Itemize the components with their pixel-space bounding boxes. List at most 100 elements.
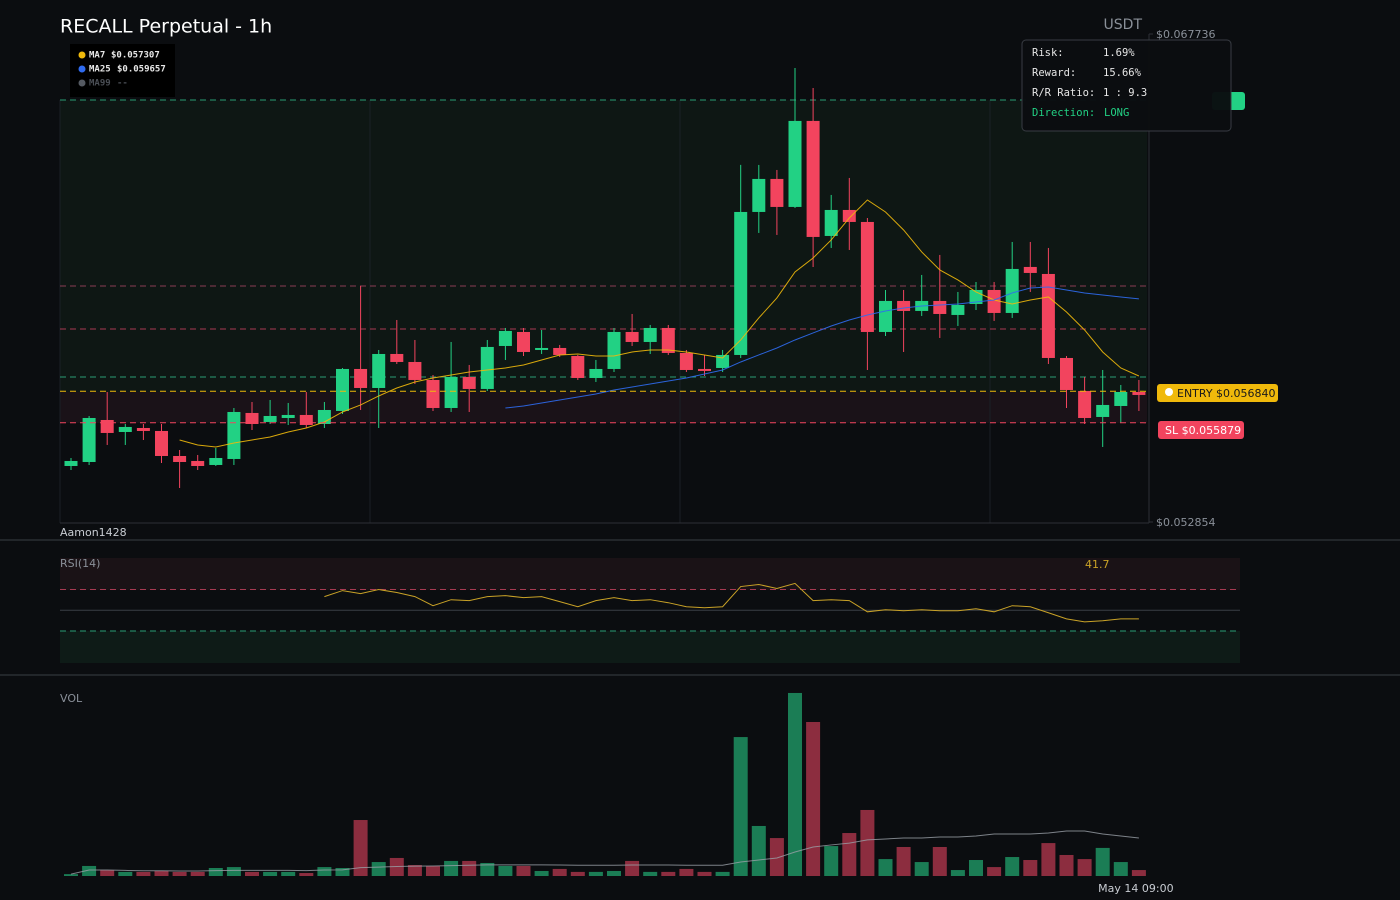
candle-body [607, 331, 621, 369]
candle-body [553, 347, 567, 355]
volume-bar [570, 871, 585, 876]
volume-bar [208, 868, 223, 876]
candle-body [191, 460, 205, 466]
volume-bar [245, 871, 259, 876]
candle-body [770, 178, 784, 207]
vol-title: VOL [60, 692, 83, 705]
volume-bar [444, 860, 459, 876]
candle-body [136, 427, 150, 431]
volume-bar [679, 868, 694, 876]
volume-bar [516, 865, 531, 876]
candle-body [263, 415, 277, 422]
candle-body [1078, 390, 1092, 418]
reward-zone [60, 100, 1147, 392]
tooltip-value: 1 : 9.3 [1103, 87, 1147, 99]
candle-body [535, 347, 549, 350]
volume-bar [407, 865, 422, 876]
candle-body [806, 120, 820, 237]
candle-body [643, 327, 657, 342]
candle-body [209, 457, 223, 465]
volume-bar [552, 868, 567, 876]
volume-bar [987, 867, 1002, 876]
volume-bar [1077, 859, 1092, 876]
volume-bar [317, 867, 332, 876]
legend-dot [78, 65, 86, 73]
levels [60, 99, 1147, 378]
volume-bar [1131, 870, 1146, 876]
volume-bar [353, 820, 368, 876]
candle-body [698, 368, 711, 371]
candle-body [1096, 404, 1110, 417]
candle-body [462, 376, 476, 389]
volume-ma-line [70, 830, 1139, 875]
legend-dot [78, 79, 86, 87]
volume-bar [715, 871, 730, 876]
volume-bar [896, 846, 911, 876]
candle-body [1114, 391, 1128, 406]
candle-body [1060, 357, 1073, 390]
unit-label: USDT [1104, 17, 1143, 33]
tooltip-label: Direction: [1032, 107, 1095, 119]
candle-body [1041, 273, 1055, 358]
candle-body [879, 300, 892, 332]
volume-bar [860, 809, 875, 876]
candle-body [571, 355, 585, 378]
volume-bar [462, 860, 477, 876]
legend-value: $0.059657 [117, 65, 166, 75]
candle-body [64, 460, 78, 466]
legend-value: $0.057307 [111, 51, 160, 61]
volume-bar [100, 870, 115, 876]
volume-bar [1005, 857, 1020, 876]
candle-body [897, 300, 911, 311]
volume-bar [697, 871, 712, 876]
candle-body [155, 430, 168, 456]
entry-line-tag [1157, 384, 1278, 402]
candle-body [299, 414, 313, 425]
ma-line [505, 286, 1139, 409]
x-tick-label: May 14 09:00 [1098, 882, 1173, 895]
legend-name: MA99 [89, 79, 111, 89]
candle-body [408, 361, 422, 380]
candle-body [679, 352, 693, 370]
ma-line [179, 199, 1140, 448]
candle-body [245, 412, 259, 424]
volume-bar [190, 871, 205, 876]
candle-body [987, 289, 1001, 313]
volume-bar [588, 871, 603, 876]
volume-bar [1059, 854, 1074, 876]
candle-body [824, 209, 838, 236]
candle-body [1023, 266, 1037, 273]
volume-bar [335, 868, 350, 876]
volume-bar [172, 871, 187, 876]
candle-body [842, 209, 856, 222]
volume-bar [82, 865, 97, 876]
oversold-zone [60, 631, 1240, 663]
volume-bar [263, 871, 278, 876]
tooltip-value: 1.69% [1103, 47, 1135, 59]
candle-body [82, 417, 96, 462]
entry-line-label: ENTRY $0.056840 [1177, 387, 1276, 400]
candle-body [625, 331, 639, 342]
volume-bar [932, 846, 947, 876]
volume-bar [226, 867, 241, 876]
candle-body [426, 379, 440, 408]
tooltip-label: Risk: [1032, 47, 1064, 59]
volume-bar [299, 873, 314, 876]
candle-body [336, 368, 349, 411]
legend-name: MA25 [89, 65, 111, 75]
volume-bar [733, 737, 748, 876]
volume-bar [1023, 860, 1038, 876]
stop-loss-line-label: SL $0.055879 [1165, 424, 1241, 437]
candle-body [661, 327, 675, 353]
candle-body [390, 353, 404, 362]
candle-body [372, 353, 386, 388]
volume-bar [806, 721, 821, 876]
volume-bar [371, 862, 386, 876]
volume-bar [426, 865, 440, 876]
candle-body [498, 330, 512, 346]
legend-box [70, 44, 175, 97]
rsi-line [324, 582, 1139, 623]
candle-body [118, 426, 132, 432]
volume-bar [480, 862, 495, 876]
volume-bar [1095, 847, 1110, 876]
